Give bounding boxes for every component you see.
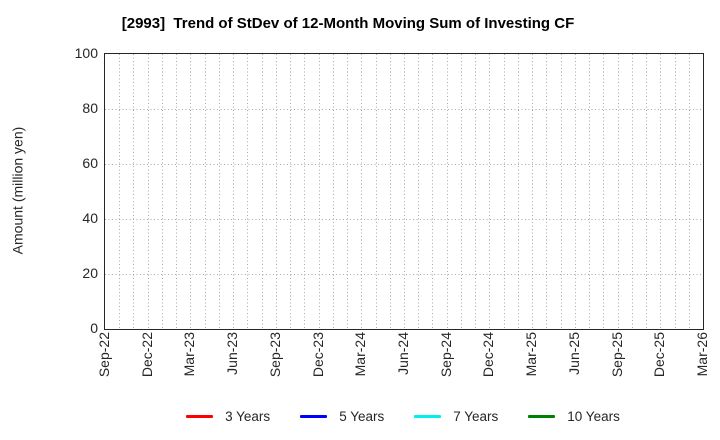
legend-label: 3 Years <box>225 408 271 424</box>
x-tick-label: Dec-22 <box>138 332 155 378</box>
y-tick-label: 60 <box>82 155 98 171</box>
plot-area <box>104 53 704 330</box>
legend-label: 5 Years <box>339 408 385 424</box>
x-tick-label: Dec-24 <box>480 332 497 378</box>
legend-label: 7 Years <box>453 408 499 424</box>
grid <box>105 54 703 329</box>
chart-title: [2993] Trend of StDev of 12-Month Moving… <box>121 15 575 32</box>
x-tick-label: Jun-25 <box>565 332 582 375</box>
legend: 3 Years 5 Years 7 Years 10 Years <box>104 404 702 428</box>
y-tick-label: 40 <box>82 210 98 226</box>
legend-item: 10 Years <box>528 409 620 424</box>
legend-label: 10 Years <box>567 408 620 424</box>
x-tick-label: Sep-24 <box>437 332 454 378</box>
x-tick-label: Sep-22 <box>96 332 112 378</box>
x-tick-label: Jun-23 <box>224 332 241 375</box>
legend-line-swatch <box>186 414 214 418</box>
legend-line-swatch <box>528 414 556 418</box>
x-tick-label: Dec-25 <box>651 332 668 378</box>
legend-item: 5 Years <box>300 409 384 424</box>
y-tick-label: 80 <box>82 100 98 116</box>
x-tick-label: Mar-26 <box>694 332 710 377</box>
y-tick-label: 100 <box>74 45 98 61</box>
x-tick-label: Sep-23 <box>266 332 283 378</box>
x-tick-label: Dec-23 <box>309 332 326 378</box>
x-tick-label: Mar-25 <box>523 332 540 377</box>
x-tick-label: Mar-24 <box>352 332 369 377</box>
x-tick-label: Mar-23 <box>181 332 198 377</box>
legend-item: 7 Years <box>414 409 498 424</box>
y-tick-label: 20 <box>82 265 98 281</box>
y-tick-label: 0 <box>90 320 98 336</box>
legend-item: 3 Years <box>186 409 270 424</box>
x-tick-label: Jun-24 <box>395 332 411 375</box>
y-axis-label: Amount (million yen) <box>9 126 26 255</box>
legend-line-swatch <box>414 414 442 418</box>
legend-line-swatch <box>300 414 328 418</box>
x-tick-label: Sep-25 <box>608 332 625 378</box>
